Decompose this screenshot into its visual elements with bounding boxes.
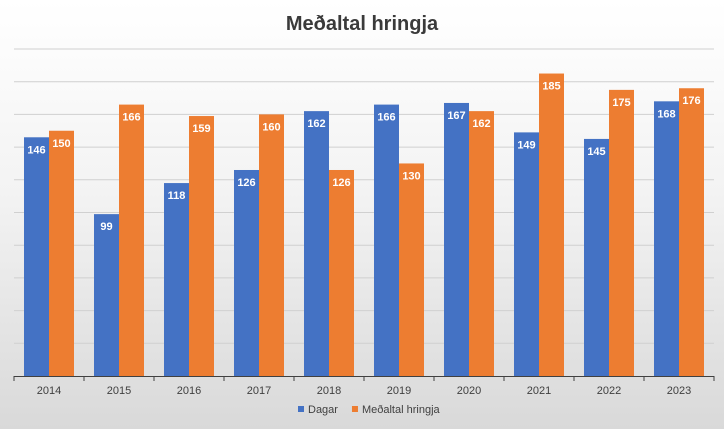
bar-medaltal-2023 <box>679 88 704 377</box>
data-label: 146 <box>27 144 45 156</box>
x-tick-label: 2018 <box>317 385 341 397</box>
bar-dagar-2018 <box>304 111 329 376</box>
x-axis: 2014 2015 2016 2017 2018 2019 2020 2021 2022 2023 <box>13 376 715 397</box>
bar-medaltal-2018 <box>329 169 354 376</box>
data-labels: 146 150 99 166 118 159 126 160 162 126 166 130 167 16… <box>27 81 700 234</box>
data-label: 167 <box>447 110 465 122</box>
data-label: 162 <box>472 118 490 130</box>
data-label: 126 <box>332 177 350 189</box>
bar-dagar-2014 <box>24 137 49 376</box>
legend-item-dagar[interactable]: Dagar <box>298 404 338 416</box>
data-label: 175 <box>612 97 630 109</box>
data-label: 130 <box>402 170 420 182</box>
x-tick-label: 2015 <box>107 385 131 397</box>
data-label: 118 <box>168 190 186 202</box>
legend[interactable]: Dagar Meðaltal hringja <box>298 404 441 416</box>
bar-dagar-2020 <box>444 102 469 376</box>
x-tick-label: 2023 <box>667 385 691 397</box>
bar-medaltal-2020 <box>469 111 494 376</box>
legend-label: Meðaltal hringja <box>362 404 441 416</box>
bar-medaltal-2022 <box>609 89 634 376</box>
x-tick-label: 2017 <box>247 385 271 397</box>
data-label: 168 <box>657 108 675 120</box>
x-tick-label: 2016 <box>177 385 201 397</box>
data-label: 145 <box>587 146 605 158</box>
data-label: 99 <box>100 221 112 233</box>
data-label: 185 <box>542 81 560 93</box>
legend-swatch <box>351 406 358 412</box>
legend-item-medaltal[interactable]: Meðaltal hringja <box>351 404 441 416</box>
bars <box>24 73 704 377</box>
x-tick-label: 2019 <box>387 385 411 397</box>
x-tick-label: 2014 <box>37 385 61 397</box>
legend-label: Dagar <box>308 404 338 416</box>
x-tick-label: 2020 <box>457 385 481 397</box>
data-label: 162 <box>307 118 325 130</box>
bar-dagar-2023 <box>654 101 679 376</box>
bar-dagar-2022 <box>584 138 609 376</box>
bar-medaltal-2016 <box>189 116 214 376</box>
bar-dagar-2019 <box>374 104 399 376</box>
data-label: 160 <box>262 121 280 133</box>
data-label: 176 <box>682 95 700 107</box>
bar-dagar-2021 <box>514 132 539 376</box>
bar-medaltal-2019 <box>399 163 424 376</box>
data-label: 166 <box>377 112 395 124</box>
bar-medaltal-2021 <box>539 73 564 377</box>
bar-medaltal-2017 <box>259 114 284 377</box>
bar-medaltal-2014 <box>49 130 74 376</box>
x-tick-label: 2021 <box>527 385 551 397</box>
legend-swatch <box>298 406 304 412</box>
bar-dagar-2017 <box>234 169 259 376</box>
x-tick-label: 2022 <box>597 385 621 397</box>
bar-dagar-2016 <box>164 183 189 376</box>
data-label: 150 <box>52 138 70 150</box>
data-label: 166 <box>122 112 140 124</box>
data-label: 149 <box>517 139 535 151</box>
bar-medaltal-2015 <box>119 104 144 376</box>
chart-title: Meðaltal hringja <box>286 13 439 35</box>
data-label: 159 <box>192 123 210 135</box>
data-label: 126 <box>237 177 255 189</box>
bar-dagar-2015 <box>94 214 119 376</box>
